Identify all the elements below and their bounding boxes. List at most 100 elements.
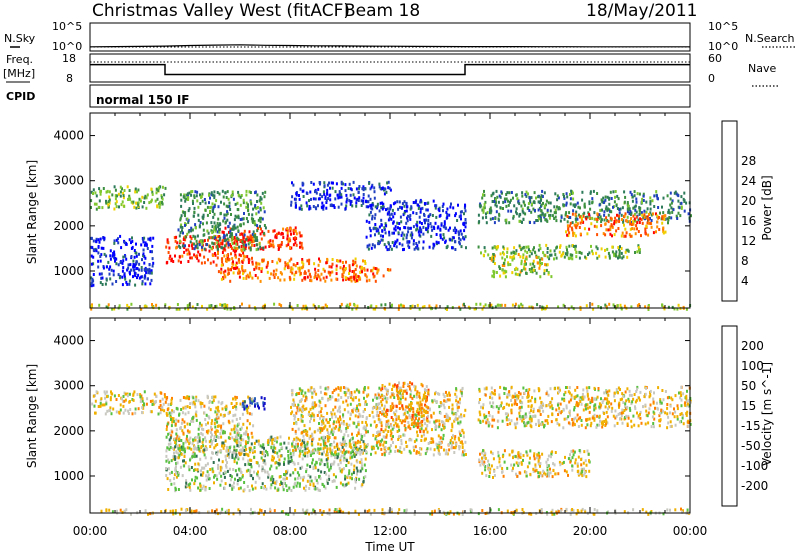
data-cell bbox=[324, 445, 327, 449]
data-cell bbox=[188, 252, 191, 256]
data-cell bbox=[203, 411, 206, 415]
data-cell bbox=[377, 268, 380, 272]
data-cell bbox=[258, 476, 261, 480]
data-cell bbox=[306, 204, 309, 208]
data-cell bbox=[122, 399, 125, 403]
data-cell bbox=[335, 277, 338, 281]
data-cell bbox=[138, 252, 140, 256]
data-cell bbox=[215, 263, 218, 267]
data-cell bbox=[113, 207, 116, 211]
data-cell bbox=[364, 457, 367, 461]
data-cell bbox=[273, 276, 276, 279]
data-cell bbox=[199, 202, 202, 205]
data-cell bbox=[195, 414, 198, 418]
data-cell bbox=[613, 233, 616, 237]
data-cell bbox=[676, 217, 679, 220]
data-cell bbox=[364, 469, 367, 473]
data-cell bbox=[506, 255, 508, 259]
data-cell bbox=[230, 475, 233, 479]
data-cell bbox=[248, 422, 251, 426]
data-cell bbox=[261, 482, 264, 486]
data-cell bbox=[549, 213, 552, 217]
data-cell bbox=[637, 244, 640, 248]
data-cell bbox=[165, 397, 168, 401]
data-cell bbox=[97, 238, 100, 242]
data-cell bbox=[360, 458, 363, 462]
data-cell bbox=[617, 246, 620, 249]
data-cell bbox=[432, 453, 435, 457]
data-cell bbox=[231, 257, 234, 261]
data-cell bbox=[355, 264, 358, 268]
data-cell bbox=[494, 217, 497, 220]
data-cell bbox=[511, 271, 514, 275]
data-cell bbox=[372, 203, 375, 207]
data-cell bbox=[227, 225, 230, 229]
data-cell bbox=[194, 475, 197, 479]
data-cell bbox=[458, 240, 461, 244]
data-cell bbox=[206, 396, 209, 399]
data-cell bbox=[90, 284, 93, 288]
data-cell bbox=[529, 262, 532, 266]
data-cell bbox=[304, 391, 307, 395]
data-cell bbox=[206, 213, 209, 217]
data-cell bbox=[574, 217, 577, 221]
data-cell bbox=[194, 237, 197, 241]
data-cell bbox=[431, 399, 434, 403]
data-cell bbox=[309, 465, 312, 469]
data-cell bbox=[482, 209, 485, 213]
data-cell bbox=[179, 239, 181, 243]
data-cell bbox=[361, 464, 364, 468]
data-cell bbox=[301, 266, 304, 270]
data-cell bbox=[225, 204, 228, 208]
data-cell bbox=[445, 210, 448, 214]
data-cell bbox=[331, 479, 334, 483]
data-cell bbox=[363, 187, 366, 190]
data-cell bbox=[297, 409, 300, 413]
data-cell bbox=[685, 307, 688, 311]
data-cell bbox=[558, 250, 561, 254]
data-cell bbox=[289, 277, 292, 281]
data-cell bbox=[201, 473, 204, 477]
data-cell bbox=[173, 437, 176, 441]
data-cell bbox=[197, 205, 200, 209]
data-cell bbox=[266, 441, 269, 444]
data-cell bbox=[450, 202, 452, 206]
data-cell bbox=[188, 207, 191, 211]
data-cell bbox=[331, 448, 334, 452]
data-cell bbox=[215, 227, 218, 231]
data-cell bbox=[617, 197, 620, 201]
data-cell bbox=[380, 205, 383, 209]
data-cell bbox=[150, 187, 153, 191]
data-cell bbox=[175, 475, 178, 479]
data-cell bbox=[200, 423, 203, 427]
data-cell bbox=[397, 207, 400, 211]
data-cell bbox=[638, 221, 641, 224]
data-cell bbox=[412, 225, 415, 229]
data-cell bbox=[263, 486, 266, 490]
data-cell bbox=[481, 208, 484, 212]
data-cell bbox=[305, 444, 308, 448]
data-cell bbox=[430, 441, 433, 444]
data-cell bbox=[194, 479, 197, 483]
data-cell bbox=[348, 444, 351, 448]
data-cell bbox=[177, 307, 180, 311]
data-cell bbox=[280, 304, 283, 308]
data-cell bbox=[229, 208, 232, 211]
data-cell bbox=[535, 219, 538, 222]
data-cell bbox=[308, 487, 311, 490]
data-cell bbox=[647, 308, 650, 311]
data-cell bbox=[571, 244, 574, 247]
data-cell bbox=[464, 218, 467, 221]
data-cell bbox=[487, 304, 490, 308]
data-cell bbox=[645, 210, 648, 214]
data-cell bbox=[303, 444, 306, 448]
data-cell bbox=[142, 254, 145, 258]
data-cell bbox=[353, 468, 356, 472]
data-cell bbox=[460, 210, 463, 214]
data-cell bbox=[371, 207, 374, 211]
data-cell bbox=[638, 248, 640, 252]
data-cell bbox=[94, 399, 97, 403]
data-cell bbox=[242, 272, 244, 276]
data-cell bbox=[242, 236, 245, 240]
data-cell bbox=[117, 394, 120, 397]
